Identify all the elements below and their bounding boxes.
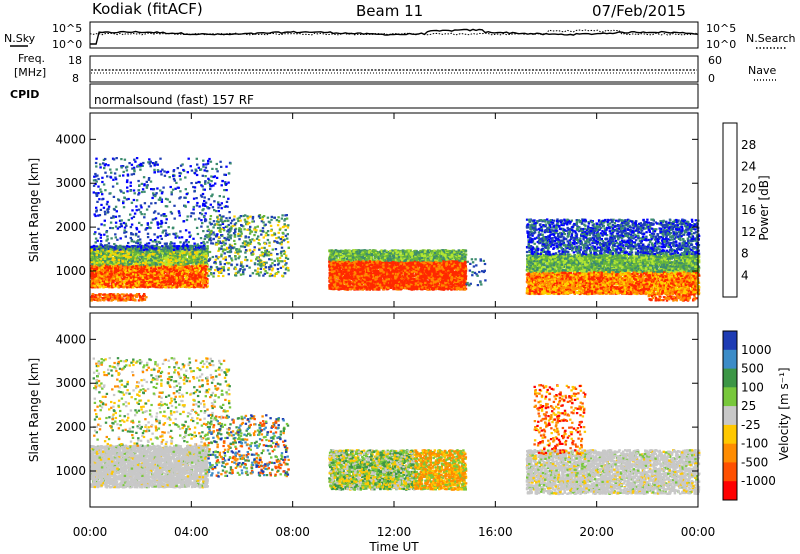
nsearch-label: N.Search <box>746 32 796 45</box>
noise-tick-left-bottom: 10^0 <box>52 38 82 51</box>
cpid-text: normalsound (fast) 157 RF <box>94 93 254 107</box>
power-data <box>90 157 700 302</box>
nave-tick-top: 60 <box>708 54 722 67</box>
freq-tick-top: 18 <box>68 54 82 67</box>
freq-label-1: Freq. <box>18 52 45 65</box>
cpid-label: CPID <box>10 88 39 101</box>
nsky-label: N.Sky <box>4 32 36 45</box>
noise-tick-left-top: 10^5 <box>52 22 82 35</box>
nsky-trace <box>90 29 698 44</box>
nave-tick-bottom: 0 <box>708 72 715 85</box>
freq-tick-bottom: 8 <box>72 72 79 85</box>
beam-title: Beam 11 <box>356 2 423 20</box>
freq-label-2: [MHz] <box>14 66 46 79</box>
noise-tick-right-bottom: 10^0 <box>706 38 736 51</box>
nave-label: Nave <box>748 64 776 77</box>
station-title: Kodiak (fitACF) <box>92 0 203 18</box>
date-title: 07/Feb/2015 <box>592 2 686 20</box>
noise-tick-right-top: 10^5 <box>706 22 736 35</box>
radar-summary-plot: Kodiak (fitACF) Beam 11 07/Feb/2015 10^5… <box>0 0 800 554</box>
freq-panel <box>90 56 698 82</box>
